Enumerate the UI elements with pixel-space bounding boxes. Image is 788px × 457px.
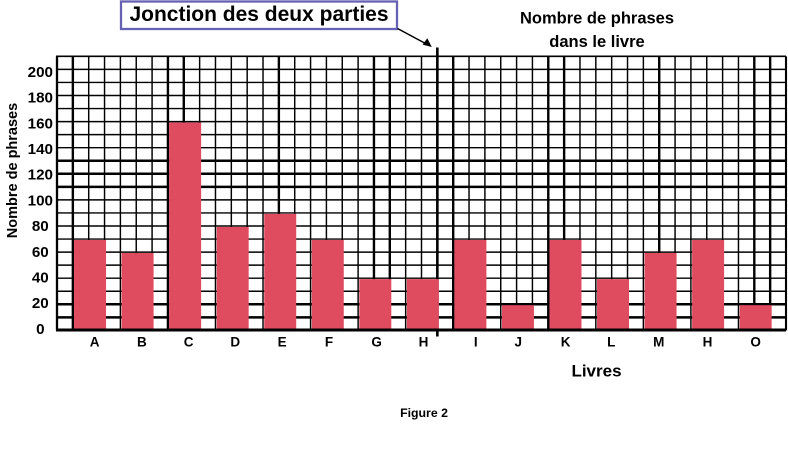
svg-text:F: F (325, 335, 333, 350)
svg-text:200: 200 (28, 64, 53, 81)
svg-text:180: 180 (28, 90, 53, 107)
svg-text:Livres: Livres (571, 361, 621, 380)
svg-text:Figure 2: Figure 2 (400, 406, 448, 420)
svg-text:Jonction des deux parties: Jonction des deux parties (129, 3, 388, 26)
svg-text:H: H (419, 335, 429, 350)
svg-text:H: H (703, 335, 713, 350)
svg-text:J: J (515, 335, 523, 350)
svg-text:160: 160 (28, 115, 53, 132)
svg-text:D: D (230, 335, 240, 350)
svg-text:Nombre de phrases: Nombre de phrases (5, 103, 21, 238)
svg-text:B: B (137, 335, 147, 350)
svg-text:20: 20 (32, 295, 49, 312)
svg-text:K: K (561, 335, 571, 350)
svg-text:L: L (607, 335, 615, 350)
svg-text:I: I (474, 335, 478, 350)
svg-text:E: E (278, 335, 287, 350)
svg-text:140: 140 (28, 141, 53, 158)
svg-text:A: A (90, 335, 100, 350)
svg-text:120: 120 (28, 167, 53, 184)
svg-text:O: O (750, 335, 761, 350)
svg-text:40: 40 (32, 269, 49, 286)
svg-text:80: 80 (32, 218, 49, 235)
svg-text:C: C (184, 335, 194, 350)
svg-text:dans le livre: dans le livre (549, 33, 644, 51)
svg-text:60: 60 (32, 244, 49, 261)
svg-text:Nombre de phrases: Nombre de phrases (520, 9, 674, 27)
svg-text:100: 100 (28, 192, 53, 209)
svg-text:G: G (371, 335, 382, 350)
svg-text:0: 0 (36, 321, 44, 338)
svg-text:M: M (653, 335, 664, 350)
